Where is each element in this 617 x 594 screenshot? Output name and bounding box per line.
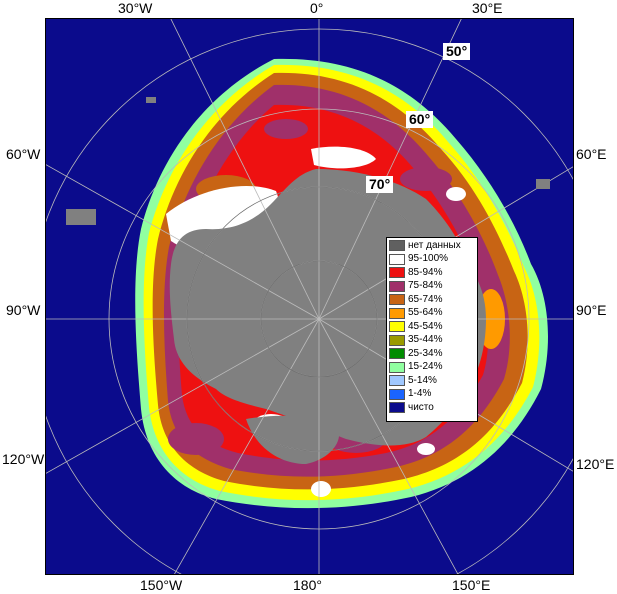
legend-row: 15-24%	[389, 361, 475, 375]
lon-label-120e-right: 120°E	[576, 456, 615, 472]
lat-label-50: 50°	[443, 43, 471, 60]
lon-label-90w-left: 90°W	[6, 302, 41, 318]
legend-row: 5-14%	[389, 374, 475, 388]
legend-row: 35-44%	[389, 334, 475, 348]
legend-row: 55-64%	[389, 307, 475, 321]
legend-swatch	[389, 294, 405, 306]
legend-label: 65-74%	[408, 293, 443, 305]
ross-ice-shelf	[246, 415, 340, 464]
legend-swatch	[389, 253, 405, 265]
legend-label: 85-94%	[408, 266, 443, 278]
sea-ice-map: 50° 60° 70° нет данных 95-100% 85-94% 75-84…	[45, 18, 574, 575]
lon-label-60e-right: 60°E	[576, 146, 607, 162]
lat-label-60: 60°	[406, 111, 434, 128]
legend-row: 25-34%	[389, 347, 475, 361]
land-fragments	[66, 97, 550, 225]
lon-label-90e-right: 90°E	[576, 302, 607, 318]
legend-swatch	[389, 267, 405, 279]
lat-label-70: 70°	[366, 176, 394, 193]
legend-label: 75-84%	[408, 280, 443, 292]
legend-label: 55-64%	[408, 307, 443, 319]
legend-swatch	[389, 240, 405, 252]
lon-label-150w-bottom: 150°W	[140, 577, 183, 593]
legend-row: 65-74%	[389, 293, 475, 307]
legend-label: 45-54%	[408, 320, 443, 332]
legend-swatch	[389, 321, 405, 333]
legend-label: 35-44%	[408, 334, 443, 346]
legend-swatch	[389, 402, 405, 414]
lon-label-180-bottom: 180°	[293, 577, 322, 593]
legend-label: 15-24%	[408, 361, 443, 373]
legend-swatch	[389, 348, 405, 360]
legend-row: 45-54%	[389, 320, 475, 334]
legend-swatch	[389, 334, 405, 346]
legend-label: 5-14%	[408, 374, 437, 386]
map-canvas	[46, 19, 573, 574]
legend-row: 85-94%	[389, 266, 475, 280]
lon-label-30w-top: 30°W	[118, 0, 153, 16]
legend-label: нет данных	[408, 239, 461, 251]
legend-label: 95-100%	[408, 253, 449, 265]
legend-label: 25-34%	[408, 347, 443, 359]
legend-row: 1-4%	[389, 388, 475, 402]
lon-label-60w-left: 60°W	[6, 146, 41, 162]
legend: нет данных 95-100% 85-94% 75-84% 65-74% 55-64…	[386, 237, 478, 422]
legend-label: 1-4%	[408, 388, 432, 400]
legend-row: чисто	[389, 401, 475, 415]
legend-swatch	[389, 280, 405, 292]
legend-swatch	[389, 307, 405, 319]
legend-row: нет данных	[389, 239, 475, 253]
legend-swatch	[389, 361, 405, 373]
legend-label: чисто	[408, 401, 434, 413]
legend-row: 95-100%	[389, 253, 475, 267]
legend-swatch	[389, 388, 405, 400]
lon-label-0-top: 0°	[310, 0, 324, 16]
legend-row: 75-84%	[389, 280, 475, 294]
lon-label-120w-left: 120°W	[2, 451, 45, 467]
graticule	[46, 19, 573, 574]
lon-label-150e-bottom: 150°E	[452, 577, 491, 593]
lon-label-30e-top: 30°E	[472, 0, 503, 16]
legend-swatch	[389, 375, 405, 387]
